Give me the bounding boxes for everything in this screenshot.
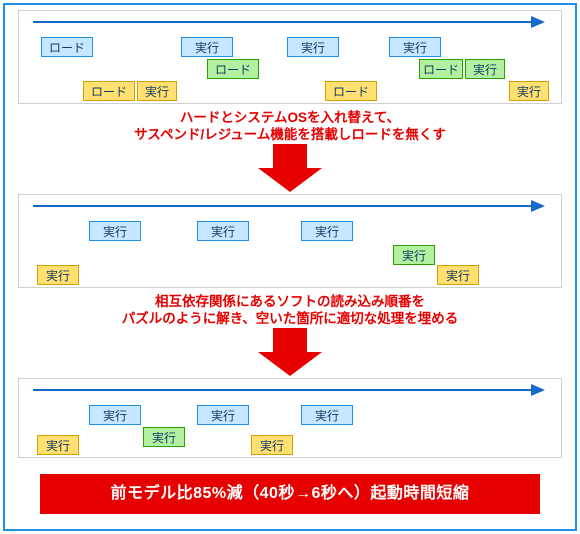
down-arrow-1-stem (273, 144, 307, 168)
process-box: 実行 (251, 435, 293, 455)
caption-1-line1: ハードとシステムOSを入れ替えて、 (180, 110, 400, 125)
process-box: 実行 (301, 405, 353, 425)
result-bar: 前モデル比85%減（40秒→6秒へ）起動時間短縮 (40, 474, 540, 514)
timeline-panel-1: ロード実行実行実行ロードロード実行ロード実行ロード実行 (18, 10, 562, 104)
process-box: 実行 (509, 81, 549, 101)
process-box: 実行 (465, 59, 505, 79)
timeline-panel-2: 実行実行実行実行実行実行 (18, 194, 562, 288)
caption-2-line1: 相互依存関係にあるソフトの読み込み順番を (155, 294, 425, 309)
process-box: 実行 (197, 405, 249, 425)
down-arrow-2-tip (258, 352, 322, 376)
process-box: 実行 (89, 221, 141, 241)
caption-1-line2: サスペンド/レジューム機能を搭載しロードを無くす (134, 127, 446, 142)
result-text: 前モデル比85%減（40秒→6秒へ）起動時間短縮 (111, 485, 470, 502)
process-box: 実行 (301, 221, 353, 241)
process-box: ロード (83, 81, 135, 101)
down-arrow-2-stem (273, 328, 307, 352)
caption-2-line2: パズルのように解き、空いた箇所に適切な処理を埋める (122, 311, 459, 326)
process-box: 実行 (389, 37, 441, 57)
process-box: 実行 (197, 221, 249, 241)
process-box: ロード (41, 37, 93, 57)
process-box: 実行 (89, 405, 141, 425)
process-box: 実行 (37, 265, 79, 285)
timeline-panel-3: 実行実行実行実行実行実行 (18, 378, 562, 458)
process-box: ロード (325, 81, 377, 101)
process-box: ロード (419, 59, 463, 79)
process-box: ロード (207, 59, 259, 79)
caption-2: 相互依存関係にあるソフトの読み込み順番を パズルのように解き、空いた箇所に適切な… (0, 294, 580, 328)
process-box: 実行 (137, 81, 177, 101)
process-box: 実行 (181, 37, 233, 57)
caption-1: ハードとシステムOSを入れ替えて、 サスペンド/レジューム機能を搭載しロードを無… (0, 110, 580, 144)
down-arrow-1-tip (258, 168, 322, 192)
process-box: 実行 (393, 245, 435, 265)
process-box: 実行 (287, 37, 339, 57)
process-box: 実行 (437, 265, 479, 285)
process-box: 実行 (143, 427, 185, 447)
process-box: 実行 (37, 435, 79, 455)
